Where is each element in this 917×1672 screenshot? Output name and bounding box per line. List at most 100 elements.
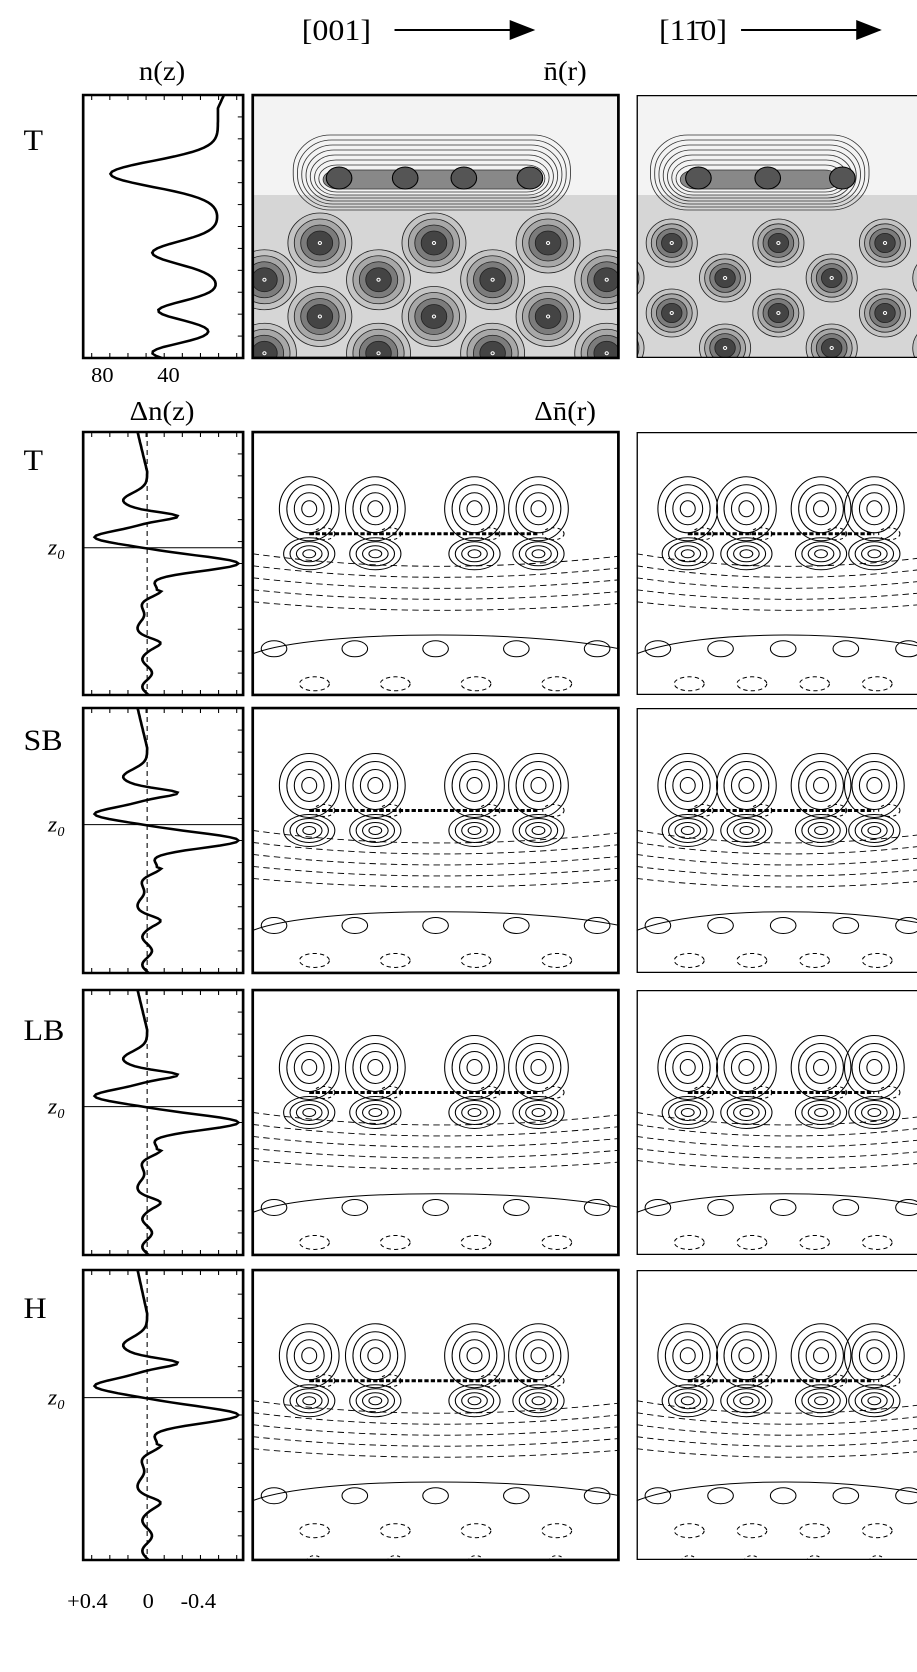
atom-contour: [174, 213, 238, 273]
solid-contour: [858, 768, 890, 802]
solid-contour: [359, 768, 391, 802]
atom-core: [35, 278, 38, 281]
adlayer-contour: [662, 149, 857, 202]
atom-core: [262, 277, 267, 282]
solid-contour: [283, 537, 336, 571]
dashed-contour: [636, 577, 917, 589]
solid-contour: [355, 1388, 396, 1414]
atom-contour: [4, 250, 68, 310]
atom-contour: [17, 335, 55, 371]
solid-contour: [512, 813, 565, 847]
panel-content: [636, 95, 917, 358]
panel-title: n̄(r): [544, 57, 587, 87]
solid-contour: [512, 537, 565, 571]
solid-contour: [530, 776, 547, 794]
atom-contour: [174, 287, 238, 347]
solid-contour: [707, 640, 734, 658]
solid-contour: [525, 545, 552, 563]
solid-contour: [260, 916, 288, 934]
solid-contour: [302, 1107, 317, 1117]
adlayer-contour: [305, 149, 559, 202]
solid-contour: [644, 1198, 672, 1216]
solid-contour: [368, 825, 383, 835]
dashed-contour: [298, 1234, 330, 1250]
atom-contour: [593, 340, 619, 358]
solid-contour: [461, 545, 488, 563]
solid-contour: [867, 1396, 882, 1406]
solid-contour: [798, 1042, 844, 1092]
atom-contour: [365, 340, 392, 358]
adatom: [754, 166, 782, 190]
dashed-contour: [636, 878, 917, 888]
solid-contour: [289, 1388, 329, 1414]
solid-contour: [738, 500, 755, 518]
solid-contour: [508, 752, 569, 818]
solid-contour: [798, 1331, 844, 1381]
solid-contour: [508, 1034, 569, 1100]
solid-contour: [854, 541, 895, 567]
solid-contour: [733, 1103, 760, 1121]
z0-label: z₀: [47, 535, 65, 559]
solid-contour: [459, 492, 490, 526]
solid-contour: [508, 476, 569, 542]
solid-contour: [644, 640, 672, 658]
solid-contour: [895, 640, 917, 658]
dashed-contour: [636, 553, 917, 567]
atom-core: [204, 242, 207, 245]
column-header: [11̄0]: [659, 13, 727, 47]
solid-contour: [843, 1034, 905, 1100]
atom-core: [262, 351, 267, 356]
atom-core: [317, 314, 323, 319]
solid-contour: [451, 760, 498, 810]
adatom: [516, 166, 544, 190]
solid-contour: [260, 640, 288, 658]
atom-core: [669, 311, 674, 315]
solid-contour: [295, 1103, 323, 1121]
atom-core: [431, 241, 437, 245]
atom-core: [431, 314, 437, 319]
solid-contour: [843, 752, 905, 818]
solid-contour: [861, 1103, 888, 1121]
solid-contour: [293, 768, 325, 802]
solid-contour: [531, 825, 546, 835]
solid-contour: [679, 1058, 696, 1076]
solid-contour: [679, 1347, 696, 1365]
dashed-contour: [636, 830, 917, 844]
solid-contour: [368, 549, 383, 559]
atom-contour: [714, 267, 736, 288]
atom-contour: [187, 225, 225, 261]
solid-contour: [301, 776, 318, 794]
solid-contour: [422, 640, 449, 658]
solid-contour: [716, 1323, 777, 1389]
solid-contour: [636, 634, 917, 655]
dashed-contour: [636, 1112, 917, 1126]
dashed-contour: [861, 1234, 893, 1250]
atom-contour: [23, 341, 49, 365]
atom-contour: [874, 302, 896, 323]
dashed-contour: [636, 1448, 917, 1458]
dashed-contour: [541, 952, 573, 968]
solid-contour: [672, 1339, 704, 1373]
dashed-contour: [878, 527, 901, 541]
panel-frame: [251, 1268, 620, 1562]
dashed-contour: [736, 676, 768, 692]
panel-content: [252, 990, 619, 1255]
solid-contour: [592, 1591, 603, 1601]
dashed-contour: [636, 854, 917, 866]
row-label: H: [23, 1291, 46, 1325]
solid-contour: [525, 821, 552, 839]
dashed-contour: [298, 952, 330, 968]
solid-contour: [302, 825, 317, 835]
atom-contour: [23, 268, 49, 292]
solid-contour: [738, 1347, 755, 1365]
solid-contour: [454, 1099, 495, 1125]
atom-contour: [73, 225, 111, 261]
solid-contour: [730, 1339, 762, 1373]
solid-contour: [794, 1095, 848, 1129]
solid-contour: [430, 1591, 441, 1601]
atom-contour: [912, 264, 917, 292]
dashed-contour: [636, 1400, 917, 1414]
dashed-contour: [252, 1412, 619, 1425]
solid-contour: [283, 1384, 336, 1418]
panel-frame: [251, 988, 620, 1257]
